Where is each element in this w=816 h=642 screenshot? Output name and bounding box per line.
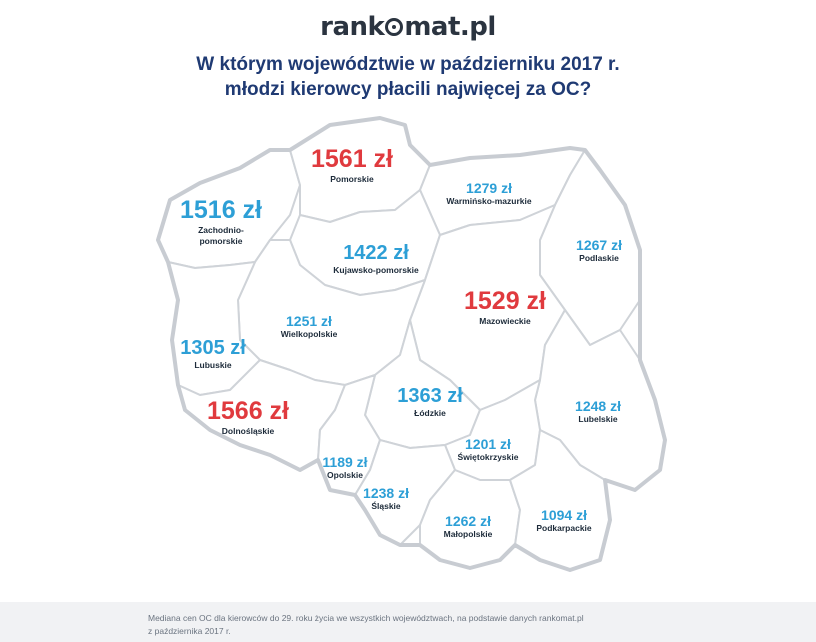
price-warminsko: 1279 zł [466,180,512,196]
label-dolnoslaskie: 1566 zł Dolnośląskie [207,397,289,437]
label-kujawsko-pomorskie: 1422 zł Kujawsko-pomorskie [333,242,419,276]
label-lubelskie: 1248 zł Lubelskie [575,398,621,425]
label-slaskie: 1238 zł Śląskie [363,485,409,512]
name-lodzkie: Łódzkie [414,408,446,418]
name-zachodniopomorskie-1: Zachodnio- [198,225,244,235]
name-lubelskie: Lubelskie [578,414,618,424]
title-line-1: W którym województwie w październiku 201… [196,54,620,75]
price-swietokrzyskie: 1201 zł [465,436,511,452]
label-swietokrzyskie: 1201 zł Świętokrzyskie [458,436,519,463]
label-podkarpackie: 1094 zł Podkarpackie [536,507,591,534]
price-zachodniopomorskie: 1516 zł [179,196,263,224]
price-lubelskie: 1248 zł [575,398,621,414]
price-malopolskie: 1262 zł [445,513,491,529]
label-mazowieckie: 1529 zł Mazowieckie [464,287,546,327]
label-podlaskie: 1267 zł Podlaskie [576,237,622,264]
price-wielkopolskie: 1251 zł [286,313,332,329]
price-podkarpackie: 1094 zł [541,507,587,523]
name-zachodniopomorskie-2: pomorskie [199,236,243,246]
price-pomorskie: 1561 zł [310,145,394,173]
label-lodzkie: 1363 zł Łódzkie [397,385,463,419]
name-lubuskie: Lubuskie [194,360,232,370]
footer-note: Mediana cen OC dla kierowców do 29. roku… [148,612,668,638]
footer: Mediana cen OC dla kierowców do 29. roku… [0,602,816,642]
logo-o-icon [385,18,404,36]
footer-line-1: Mediana cen OC dla kierowców do 29. roku… [148,613,584,623]
label-zachodniopomorskie: 1516 zł Zachodnio- pomorskie [180,196,262,247]
name-dolnoslaskie: Dolnośląskie [221,426,275,436]
name-pomorskie: Pomorskie [330,174,374,184]
price-dolnoslaskie: 1566 zł [206,397,290,425]
price-lubuskie: 1305 zł [180,337,246,359]
price-mazowieckie: 1529 zł [463,287,547,315]
footer-line-2: z października 2017 r. [148,626,231,636]
rankomat-logo: rank mat.pl [320,12,496,42]
title-line-2: młodzi kierowcy płacili najwięcej za OC? [224,79,592,100]
price-lodzkie: 1363 zł [397,385,463,407]
name-podkarpackie: Podkarpackie [536,523,592,533]
country-outline [156,116,667,572]
label-malopolskie: 1262 zł Małopolskie [444,513,493,540]
price-opolskie: 1189 zł [322,454,368,470]
name-slaskie: Śląskie [371,501,401,511]
name-malopolskie: Małopolskie [443,529,493,539]
label-pomorskie: 1561 zł Pomorskie [311,145,393,185]
label-warminsko-mazurkie: 1279 zł Warmińsko-mazurkie [446,180,531,207]
name-podlaskie: Podlaskie [579,253,619,263]
name-wielkopolskie: Wielkopolskie [280,329,338,339]
label-wielkopolskie: 1251 zł Wielkopolskie [281,313,338,340]
label-lubuskie: 1305 zł Lubuskie [180,337,246,371]
label-opolskie: 1189 zł Opolskie [322,454,367,481]
page-title: W którym województwie w październiku 201… [0,52,816,102]
name-swietokrzyskie: Świętokrzyskie [457,452,519,462]
name-mazowieckie: Mazowieckie [479,316,531,326]
name-kujawsko: Kujawsko-pomorskie [333,265,419,275]
price-kujawsko: 1422 zł [343,242,409,264]
region-slaskie [354,439,456,546]
price-slaskie: 1238 zł [363,485,409,501]
name-opolskie: Opolskie [327,470,363,480]
name-warminsko: Warmińsko-mazurkie [446,196,532,206]
price-podlaskie: 1267 zł [576,237,622,253]
